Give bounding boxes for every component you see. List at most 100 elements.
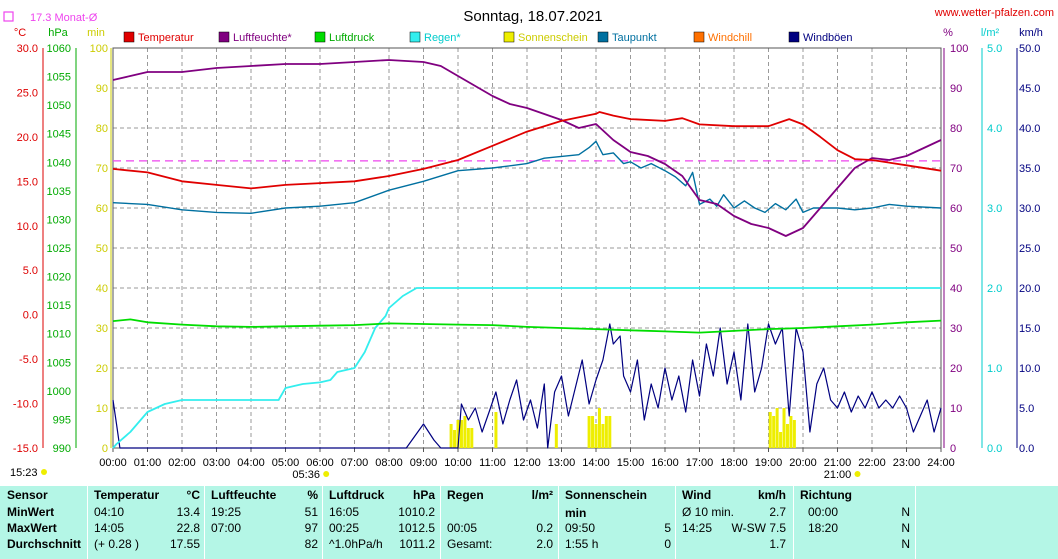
pressure-unit: hPa [412,488,435,502]
axis-tick-temp: 20.0 [17,132,38,144]
axis-tick-kmh: 0.0 [1019,443,1034,455]
axis-tick-pressure: 1020 [47,272,71,284]
rain-header: Regen [447,488,484,502]
gust-series-line [112,323,942,449]
direction-header: Richtung [800,488,852,502]
temp-min-value: 13.4 [176,505,200,519]
chart-axes: 30.0 25.0 20.0 15.0 10.0 5.0 0.0 -5.0 -10.0 -15.0… [13,43,1041,481]
dir-min-time: 00:00 [808,505,839,519]
axis-tick-temp: 15.0 [17,176,38,188]
temperature-header: Temperatur [94,488,160,502]
sunshine-bar [594,424,598,448]
website-link[interactable]: www.wetter-pfalzen.com [934,7,1054,19]
legend-swatch [788,31,800,43]
sunshine-bar [768,412,772,448]
sunshine-bar [792,420,796,448]
hum-min-time: 19:25 [211,505,242,519]
legend-label: Taupunkt [612,32,657,44]
axis-tick-pct: 60 [950,203,962,215]
axis-tick-pressure: 1045 [47,129,71,141]
legend-label: Luftdruck [329,32,375,44]
sunshine-bar [775,408,779,448]
axis-tick-pct: 90 [950,83,962,95]
pressure-series-line [112,318,942,334]
row-label-max: MaxWert [7,521,57,535]
x-tick-label: 13:00 [548,457,576,469]
press-min-value: 1010.2 [398,505,435,519]
axis-tick-temp: 5.0 [23,265,38,277]
axis-tick-temp: 25.0 [17,87,38,99]
sunshine-bar [608,416,612,448]
legend-swatch [503,31,515,43]
x-tick-label: 19:00 [755,457,783,469]
row-label-min: MinWert [7,505,55,519]
rain-unit: l/m² [531,488,553,502]
hum-max-value: 97 [304,521,318,535]
axis-tick-min: 100 [90,43,108,55]
sun-min-time [559,504,631,520]
press-max-time: 00:25 [329,521,360,535]
legend-label: Windchill [708,32,752,44]
axis-tick-pressure: 1010 [47,329,71,341]
press-avg-value: 1011.2 [399,537,435,551]
wind-column: Wind km/h Ø 10 min. 2.7 14:25 W-SW 7.5 1.7 [676,486,794,559]
temperature-column: Temperatur °C 04:10 13.4 14:05 22.8 (+ 0.28… [88,486,205,559]
x-tick-label: 07:00 [341,457,369,469]
x-tick-label: 14:00 [582,457,610,469]
x-tick-label: 05:00 [272,457,300,469]
axis-unit-rain: l/m² [981,27,1000,39]
axis-tick-pct: 50 [950,243,962,255]
rain-min-value [513,504,553,520]
temp-avg-value: 17.55 [169,537,200,551]
sunset-icon [854,471,861,477]
hum-avg-value: 82 [304,537,318,551]
humidity-series-line [112,59,942,237]
wind-header: Wind [682,488,712,502]
x-tick-label: 01:00 [134,457,162,469]
dir-min-value: N [901,505,910,519]
sunshine-header: Sonnenschein min [565,488,648,520]
chart-grid [112,47,942,449]
axis-tick-rain: 0.0 [987,443,1002,455]
x-tick-label: 20:00 [789,457,817,469]
axis-tick-kmh: 25.0 [1019,243,1040,255]
rain-max-time: 00:05 [447,521,478,535]
humidity-column: Luftfeuchte% 19:25 51 07:00 97 82 [205,486,323,559]
x-tick-label: 15:00 [617,457,645,469]
press-max-value: 1012.5 [398,521,435,535]
axis-tick-pressure: 1030 [47,214,71,226]
axis-tick-pressure: 1035 [47,186,71,198]
temperature-unit: °C [186,488,200,502]
current-time-label: 15:23 [10,467,38,479]
legend-label: Temperatur [138,32,194,44]
axis-unit-temp: °C [14,27,26,39]
sensor-column: Sensor MinWert MaxWert Durchschnitt [0,486,88,559]
axis-tick-pct: 40 [950,283,962,295]
axis-tick-pct: 80 [950,123,962,135]
axis-tick-min: 70 [96,163,108,175]
sunshine-bar [591,416,595,448]
hum-min-value: 51 [304,505,318,519]
axis-unit-pct: % [943,27,953,39]
pressure-column: Luftdruck hPa 16:05 1010.2 00:25 1012.5 ^1.… [323,486,441,559]
legend-swatch [314,31,326,43]
weather-chart: Sonntag, 18.07.2021 www.wetter-pfalzen.c… [3,7,1054,481]
rain-max-value: 0.2 [536,521,553,535]
axis-tick-kmh: 30.0 [1019,203,1040,215]
x-tick-label: 03:00 [203,457,231,469]
wind-max-value: W-SW 7.5 [731,521,786,535]
axis-tick-min: 60 [96,203,108,215]
x-tick-label: 08:00 [375,457,403,469]
axis-tick-pct: 70 [950,163,962,175]
axis-tick-temp: -5.0 [19,354,38,366]
row-label-avg: Durchschnitt [7,537,82,551]
axis-tick-kmh: 10.0 [1019,363,1040,375]
axis-tick-min: 0 [102,443,108,455]
press-min-time: 16:05 [329,505,360,519]
sunshine-bar [449,424,453,448]
axis-tick-min: 20 [96,363,108,375]
sunshine-bar [789,416,793,448]
temp-avg-trend: (+ 0.28 ) [94,537,140,551]
direction-column: Richtung 00:00 N 18:20 N N [794,486,916,559]
sunshine-bar [456,420,460,448]
